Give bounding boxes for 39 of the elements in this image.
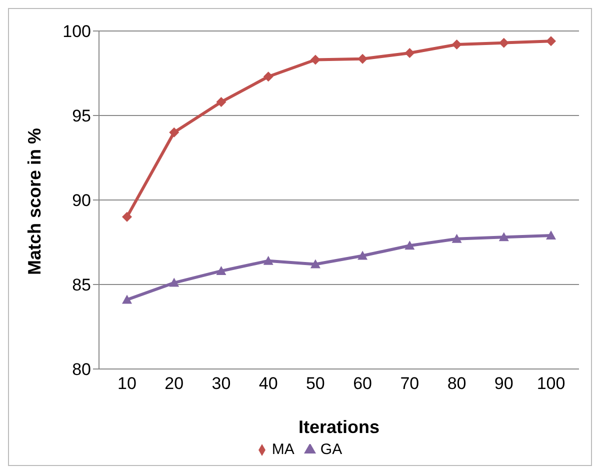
point (169, 278, 180, 287)
x-tick-label: 40 (258, 374, 278, 394)
point (216, 96, 226, 107)
y-tick-label: 100 (62, 22, 91, 42)
y-axis-title: Match score in % (24, 128, 44, 275)
legend-label: MA (272, 441, 294, 458)
point (216, 266, 226, 275)
x-tick-label: 70 (400, 374, 420, 394)
x-tick-label: 100 (536, 374, 566, 394)
x-tick-label: 10 (118, 374, 136, 394)
point (358, 250, 368, 260)
x-tick-label: 20 (164, 374, 184, 394)
point (263, 72, 274, 82)
y-tick-label: 95 (72, 106, 91, 126)
y-tick-label: 80 (72, 360, 91, 380)
point (452, 40, 462, 50)
y-tick-label: 90 (72, 191, 91, 210)
x-tick-label: 80 (447, 374, 466, 394)
x-tick-label: 60 (353, 374, 372, 394)
point (122, 212, 132, 222)
x-tick-label: 50 (306, 374, 325, 394)
x-axis-title: Iterations (298, 417, 380, 437)
point (122, 294, 132, 304)
point (169, 127, 180, 138)
x-tick-label: 90 (494, 374, 514, 394)
point (404, 48, 415, 58)
point (404, 240, 415, 250)
point (310, 259, 320, 268)
point (263, 256, 274, 265)
point (310, 54, 320, 65)
legend-label: GA (320, 441, 342, 458)
x-tick-label: 30 (212, 374, 231, 394)
point (546, 36, 556, 46)
point (546, 230, 556, 240)
point (498, 232, 509, 242)
point (358, 54, 368, 64)
point (452, 234, 462, 243)
y-tick-label: 85 (72, 276, 91, 295)
point (498, 38, 509, 48)
